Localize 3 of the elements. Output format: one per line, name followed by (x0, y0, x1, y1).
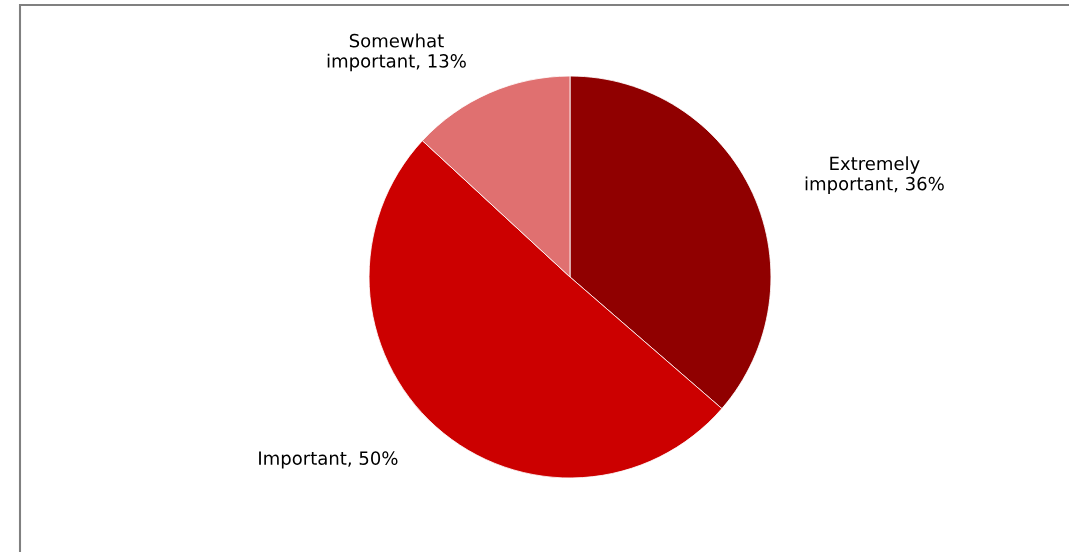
slice-label: Important, 50% (259, 451, 398, 469)
slice-label: Extremely important, 36% (805, 156, 944, 194)
slice-label: Somewhat important, 13% (327, 33, 466, 72)
